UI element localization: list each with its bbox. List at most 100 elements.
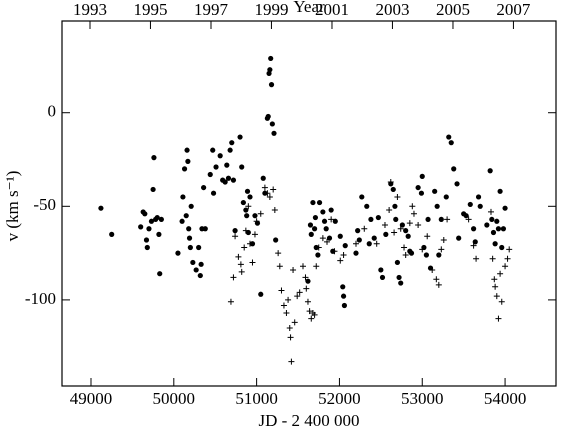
dot-point bbox=[240, 199, 246, 206]
plus-point bbox=[302, 274, 309, 281]
dot-point bbox=[375, 214, 381, 221]
dot-point bbox=[187, 244, 193, 251]
plus-point bbox=[433, 276, 440, 283]
plus-point bbox=[489, 255, 496, 262]
dot-point bbox=[247, 194, 253, 200]
dot-point bbox=[499, 244, 505, 251]
dot-point bbox=[340, 293, 347, 299]
plus-point bbox=[340, 251, 347, 258]
plus-point bbox=[361, 225, 368, 232]
plus-point bbox=[337, 257, 344, 264]
dot-point bbox=[217, 153, 223, 159]
plus-point bbox=[497, 270, 504, 277]
dot-point bbox=[185, 158, 191, 164]
plus-point bbox=[288, 358, 295, 365]
dot-point bbox=[307, 222, 314, 228]
dot-point bbox=[239, 164, 245, 170]
dot-point bbox=[497, 188, 503, 194]
plus-point bbox=[257, 210, 264, 217]
x2-tick-label: 2007 bbox=[496, 0, 531, 19]
dot-point bbox=[316, 199, 323, 206]
dot-point bbox=[490, 229, 497, 236]
dot-point bbox=[252, 213, 258, 219]
plus-point bbox=[394, 193, 401, 200]
x2-tick-label: 2003 bbox=[375, 0, 409, 19]
plus-point bbox=[290, 266, 297, 273]
plus-point bbox=[397, 225, 404, 232]
dot-point bbox=[494, 218, 500, 224]
dot-point bbox=[210, 147, 216, 153]
plus-point bbox=[429, 266, 436, 273]
plus-point bbox=[266, 193, 273, 200]
dot-point bbox=[332, 218, 338, 224]
dot-point bbox=[193, 267, 199, 273]
plus-point bbox=[251, 231, 258, 238]
dot-point bbox=[98, 205, 104, 211]
x-tick-label: 49000 bbox=[70, 389, 113, 408]
dot-point bbox=[237, 134, 243, 140]
plus-point bbox=[270, 186, 277, 193]
plus-point bbox=[410, 210, 417, 217]
dot-point bbox=[230, 177, 237, 183]
plus-point bbox=[491, 276, 498, 283]
dot-point bbox=[353, 250, 359, 256]
dot-point bbox=[477, 203, 483, 209]
plus-point bbox=[291, 319, 298, 326]
x-axis-label: JD - 2 400 000 bbox=[258, 411, 359, 430]
plus-point bbox=[470, 242, 477, 249]
x2-tick-label: 1993 bbox=[73, 0, 107, 19]
x-tick-label: 51000 bbox=[235, 389, 278, 408]
dot-point bbox=[368, 216, 374, 223]
dot-point bbox=[492, 241, 498, 247]
plus-point bbox=[387, 178, 394, 185]
dot-point bbox=[425, 216, 431, 223]
plus-point bbox=[409, 203, 416, 210]
plus-point bbox=[242, 227, 249, 234]
dot-point bbox=[175, 250, 181, 256]
dot-point bbox=[190, 259, 196, 266]
plus-point bbox=[402, 251, 409, 258]
plus-point bbox=[319, 235, 326, 242]
dot-point bbox=[359, 194, 365, 200]
dot-point bbox=[181, 166, 188, 172]
dot-point bbox=[224, 162, 230, 168]
dot-point bbox=[470, 226, 477, 232]
dot-point bbox=[423, 252, 429, 258]
dot-point bbox=[268, 55, 274, 62]
dot-point bbox=[495, 226, 502, 232]
dot-point bbox=[328, 207, 334, 213]
dot-point bbox=[438, 216, 444, 223]
plus-point bbox=[287, 334, 294, 341]
plus-point bbox=[308, 315, 315, 322]
plus-point bbox=[435, 281, 442, 288]
plus-point bbox=[286, 324, 293, 331]
x2-tick-label: 2005 bbox=[436, 0, 470, 19]
dot-point bbox=[184, 147, 190, 153]
dot-point bbox=[157, 271, 163, 277]
dot-point bbox=[443, 194, 449, 200]
dot-point bbox=[341, 302, 348, 309]
dot-point bbox=[244, 188, 251, 194]
dot-point bbox=[456, 235, 462, 241]
plus-point bbox=[504, 255, 511, 262]
dot-point bbox=[337, 233, 343, 239]
dot-point bbox=[138, 224, 144, 230]
plus-point bbox=[303, 285, 310, 292]
plus-point bbox=[241, 244, 248, 251]
dot-point bbox=[315, 252, 321, 258]
plus-point bbox=[498, 298, 505, 305]
plus-point bbox=[296, 289, 303, 296]
plus-point bbox=[473, 255, 480, 262]
dot-point bbox=[267, 67, 273, 73]
plus-point bbox=[440, 237, 447, 243]
dot-point bbox=[142, 211, 148, 217]
dot-point bbox=[154, 214, 160, 221]
dot-point bbox=[232, 228, 238, 234]
plus-point bbox=[238, 268, 245, 275]
plus-point bbox=[419, 246, 426, 253]
plus-point bbox=[352, 240, 359, 247]
plus-point bbox=[324, 238, 331, 245]
plus-point bbox=[246, 240, 253, 247]
plus-point bbox=[253, 218, 260, 225]
